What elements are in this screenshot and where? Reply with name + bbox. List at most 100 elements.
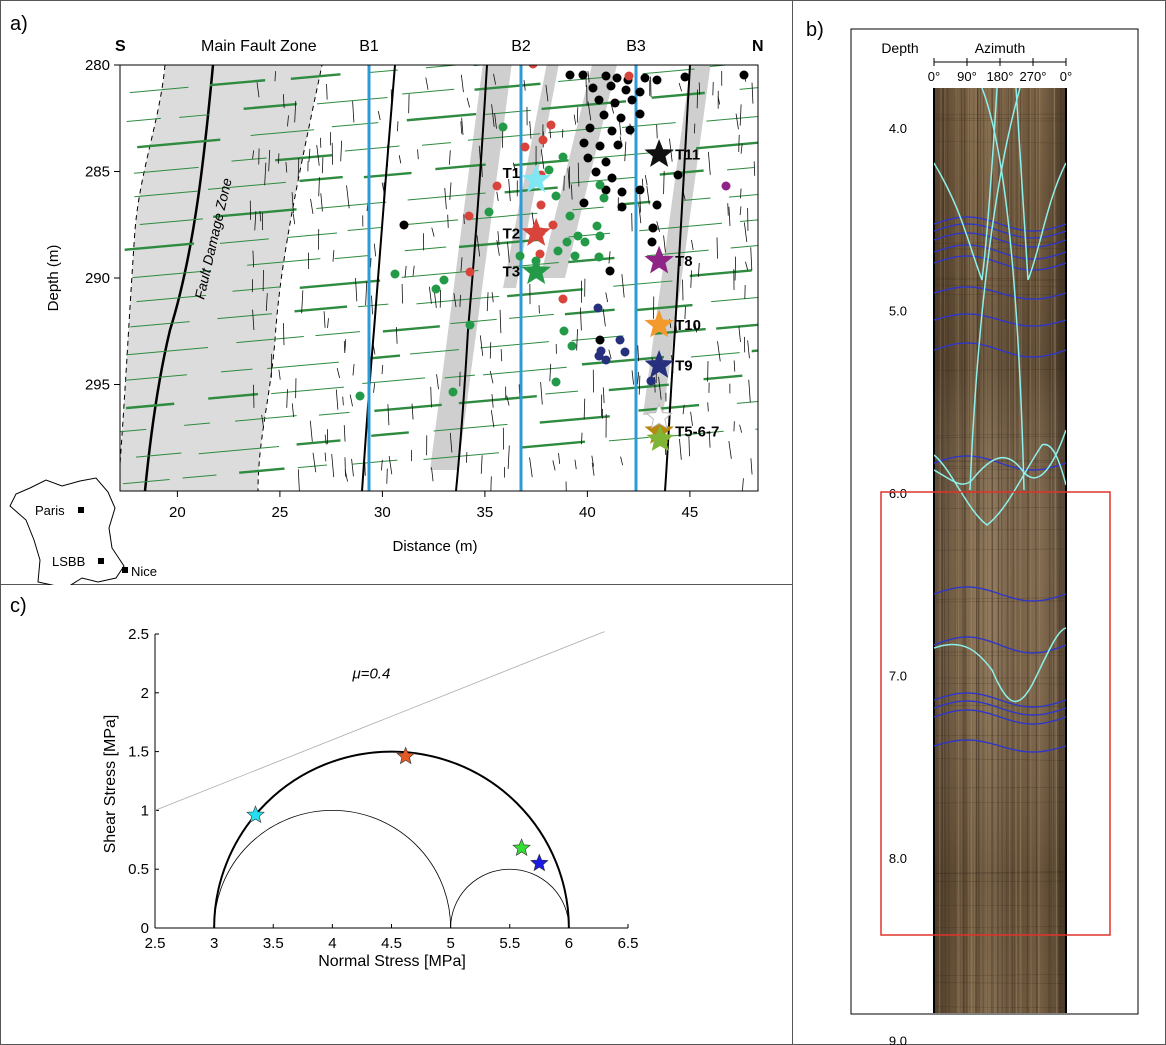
core-streak <box>977 88 982 1013</box>
fracture-segment <box>480 455 483 474</box>
lsbb-label: LSBB <box>52 554 85 569</box>
paris-label: Paris <box>35 503 65 518</box>
core-streak <box>1052 88 1055 1013</box>
bedding-segment <box>739 219 758 222</box>
core-streak <box>991 88 994 1013</box>
fracture-dot <box>492 181 502 191</box>
core-streak <box>990 88 994 1013</box>
fracture-dot <box>538 135 548 145</box>
fracture-segment <box>697 263 700 277</box>
bedding-segment <box>382 325 440 333</box>
fracture-segment <box>747 340 750 359</box>
fracture-dot <box>617 202 627 212</box>
fracture-dot <box>599 110 609 120</box>
fracture-segment <box>481 165 483 178</box>
fracture-dot <box>620 347 630 357</box>
core-band <box>934 368 1066 371</box>
bedding-segment <box>689 269 752 278</box>
bedding-segment <box>371 431 409 437</box>
fracture-segment <box>308 148 311 162</box>
bedding-segment <box>570 176 636 184</box>
core-streak <box>935 88 939 1013</box>
bedding-sinusoid <box>934 636 1066 654</box>
core-streak <box>957 88 959 1013</box>
fracture-segment <box>256 82 260 98</box>
fracture-segment <box>570 184 573 200</box>
bedding-segment <box>331 122 379 128</box>
azimuth-tick-label: 180° <box>987 69 1014 84</box>
fracture-dot <box>558 152 568 162</box>
fracture-segment <box>297 158 300 179</box>
fracture-dot <box>544 165 554 175</box>
fracture-segment <box>404 265 407 278</box>
fracture-segment <box>678 82 683 92</box>
fracture-dot <box>610 98 620 108</box>
fracture-dot <box>390 269 400 279</box>
test-stars: T1 T2 T3 T11 T8 T10 T9 T5-6-7 <box>503 139 719 451</box>
paris-marker <box>78 507 84 513</box>
bedding-segment <box>711 296 758 303</box>
core-streak <box>976 88 980 1013</box>
core-streak <box>1018 88 1023 1013</box>
fracture-dot <box>583 153 593 163</box>
bedding-sinusoid <box>934 700 1066 716</box>
x-tick-label: 45 <box>682 504 699 521</box>
depth-header: Depth <box>881 40 918 56</box>
fracture-segment <box>387 404 390 426</box>
fracture-segment <box>264 162 267 186</box>
fracture-segment <box>344 457 346 477</box>
fracture-dot <box>562 237 572 247</box>
fracture-segment <box>286 389 288 408</box>
stress-point-star <box>396 746 415 765</box>
fracture-dot <box>601 185 611 195</box>
fracture-dot <box>595 231 605 241</box>
fracture-dot <box>635 87 645 97</box>
core-streak <box>960 88 965 1013</box>
fracture-segment <box>444 187 447 210</box>
core-streak <box>1013 88 1018 1013</box>
bedding-segment <box>296 439 341 446</box>
fracture-segment <box>605 292 609 303</box>
y-axis-ticks: 280 285 290 295 <box>85 57 120 394</box>
bedding-sinusoid <box>934 342 1066 358</box>
panel-c: c) 2.5 3 3.5 4 4.5 5 5.5 6 6.500.511.522.5μ=0.4 … <box>10 595 638 970</box>
bedding-segment <box>374 403 442 413</box>
bedding-sinusoid <box>934 692 1066 708</box>
core-band <box>934 433 1066 436</box>
fracture-segment <box>591 455 595 467</box>
core-band <box>934 871 1066 874</box>
core-streak <box>1048 88 1052 1013</box>
fracture-segment <box>335 389 339 410</box>
y-tick-label: 1.5 <box>128 744 149 761</box>
bedding-segment <box>433 423 508 432</box>
fracture-dot <box>565 211 575 221</box>
fracture-segment <box>309 420 313 442</box>
bedding-segment <box>483 366 567 376</box>
bedding-segment <box>267 361 340 370</box>
x-tick-label: 6 <box>565 935 573 952</box>
panel-a-letter: a) <box>10 13 28 35</box>
fracture-dot <box>528 65 538 69</box>
fracture-segment <box>573 114 577 125</box>
nice-label: Nice <box>131 564 157 579</box>
fracture-segment <box>734 256 737 281</box>
fracture-segment <box>735 113 739 130</box>
test-star <box>644 245 674 274</box>
core-streak <box>1050 88 1054 1013</box>
core-streak <box>970 88 974 1013</box>
azimuth-tick-label: 90° <box>957 69 977 84</box>
bedding-segment <box>368 69 398 74</box>
fracture-segment <box>265 293 268 311</box>
mohr-circle <box>213 810 452 929</box>
core-streak <box>1034 88 1038 1013</box>
y-tick-label: 0.5 <box>128 861 149 878</box>
bedding-segment <box>504 186 558 194</box>
fracture-segment <box>431 467 434 482</box>
core-streak <box>1000 88 1003 1013</box>
stress-point-star <box>530 853 549 872</box>
fracture-dot <box>635 109 645 119</box>
fracture-segment <box>373 383 376 393</box>
fracture-segment <box>587 71 590 83</box>
bedding-segment <box>416 295 500 305</box>
fracture-segment <box>448 150 451 165</box>
